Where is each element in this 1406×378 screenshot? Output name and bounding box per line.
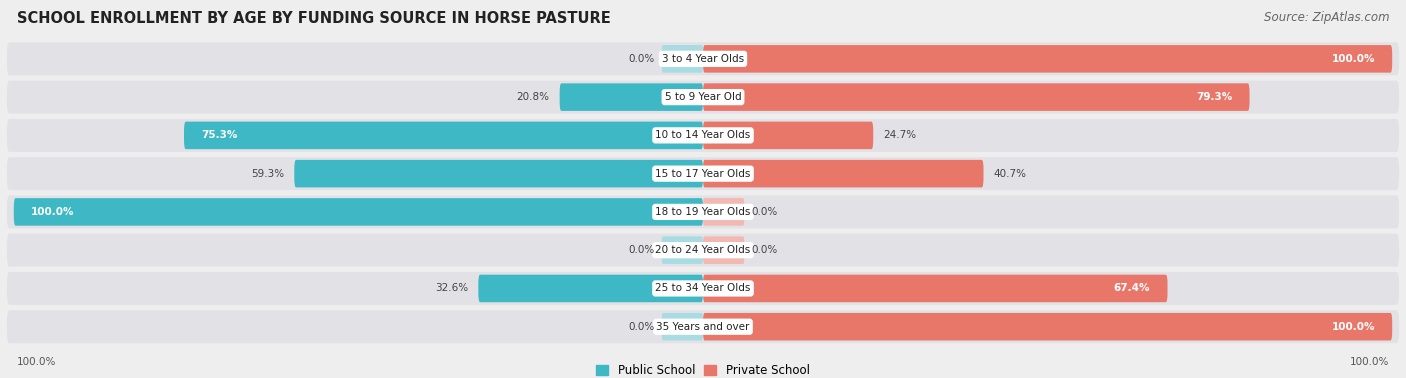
FancyBboxPatch shape — [7, 42, 1399, 75]
Text: 20.8%: 20.8% — [516, 92, 550, 102]
Text: 67.4%: 67.4% — [1114, 284, 1150, 293]
Text: 3 to 4 Year Olds: 3 to 4 Year Olds — [662, 54, 744, 64]
FancyBboxPatch shape — [184, 122, 703, 149]
Text: 0.0%: 0.0% — [628, 322, 655, 332]
Text: SCHOOL ENROLLMENT BY AGE BY FUNDING SOURCE IN HORSE PASTURE: SCHOOL ENROLLMENT BY AGE BY FUNDING SOUR… — [17, 11, 610, 26]
Text: 100.0%: 100.0% — [17, 357, 56, 367]
FancyBboxPatch shape — [7, 234, 1399, 266]
FancyBboxPatch shape — [7, 310, 1399, 343]
FancyBboxPatch shape — [662, 45, 703, 73]
FancyBboxPatch shape — [14, 198, 703, 226]
Text: 0.0%: 0.0% — [628, 245, 655, 255]
FancyBboxPatch shape — [703, 236, 744, 264]
FancyBboxPatch shape — [7, 157, 1399, 190]
FancyBboxPatch shape — [7, 81, 1399, 113]
Text: 75.3%: 75.3% — [201, 130, 238, 140]
FancyBboxPatch shape — [7, 272, 1399, 305]
FancyBboxPatch shape — [294, 160, 703, 187]
Text: 24.7%: 24.7% — [883, 130, 917, 140]
Text: 100.0%: 100.0% — [1350, 357, 1389, 367]
Legend: Public School, Private School: Public School, Private School — [592, 360, 814, 378]
FancyBboxPatch shape — [703, 275, 1167, 302]
Text: 0.0%: 0.0% — [628, 54, 655, 64]
FancyBboxPatch shape — [703, 45, 1392, 73]
Text: 10 to 14 Year Olds: 10 to 14 Year Olds — [655, 130, 751, 140]
Text: 100.0%: 100.0% — [31, 207, 75, 217]
Text: 0.0%: 0.0% — [751, 207, 778, 217]
FancyBboxPatch shape — [703, 313, 1392, 341]
FancyBboxPatch shape — [703, 160, 984, 187]
Text: 0.0%: 0.0% — [751, 245, 778, 255]
FancyBboxPatch shape — [560, 83, 703, 111]
FancyBboxPatch shape — [703, 83, 1250, 111]
Text: 100.0%: 100.0% — [1331, 322, 1375, 332]
Text: 59.3%: 59.3% — [250, 169, 284, 179]
Text: 35 Years and over: 35 Years and over — [657, 322, 749, 332]
FancyBboxPatch shape — [7, 119, 1399, 152]
FancyBboxPatch shape — [703, 122, 873, 149]
Text: 40.7%: 40.7% — [994, 169, 1026, 179]
FancyBboxPatch shape — [703, 198, 744, 226]
Text: 15 to 17 Year Olds: 15 to 17 Year Olds — [655, 169, 751, 179]
Text: 100.0%: 100.0% — [1331, 54, 1375, 64]
FancyBboxPatch shape — [7, 195, 1399, 228]
Text: 25 to 34 Year Olds: 25 to 34 Year Olds — [655, 284, 751, 293]
Text: 20 to 24 Year Olds: 20 to 24 Year Olds — [655, 245, 751, 255]
FancyBboxPatch shape — [662, 313, 703, 341]
Text: 32.6%: 32.6% — [434, 284, 468, 293]
Text: 79.3%: 79.3% — [1197, 92, 1232, 102]
Text: Source: ZipAtlas.com: Source: ZipAtlas.com — [1264, 11, 1389, 24]
FancyBboxPatch shape — [478, 275, 703, 302]
Text: 5 to 9 Year Old: 5 to 9 Year Old — [665, 92, 741, 102]
FancyBboxPatch shape — [662, 236, 703, 264]
Text: 18 to 19 Year Olds: 18 to 19 Year Olds — [655, 207, 751, 217]
